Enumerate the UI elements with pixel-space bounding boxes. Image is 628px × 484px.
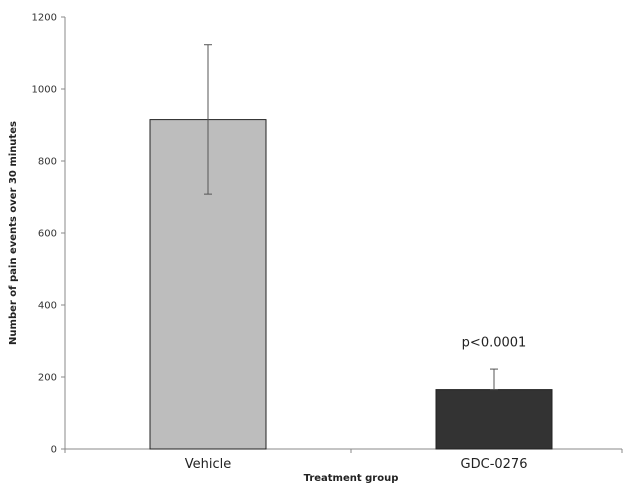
x-axis: Vehicle GDC-0276 (64, 448, 623, 472)
bar-gdc-0276 (435, 389, 553, 450)
y-tick-label: 800 (38, 157, 57, 168)
y-tick-label: 0 (51, 445, 57, 456)
y-axis-title: Number of pain events over 30 minutes (8, 121, 19, 345)
annotations: p<0.0001 (462, 335, 527, 350)
bars (149, 119, 553, 450)
x-tick-label: GDC-0276 (461, 457, 528, 472)
x-axis-title: Treatment group (304, 473, 399, 484)
x-tick-label: Vehicle (185, 457, 232, 472)
y-axis: 0 200 400 600 800 1000 1200 (32, 13, 66, 456)
y-tick-label: 1000 (32, 85, 57, 96)
y-tick-label: 200 (38, 373, 57, 384)
y-tick-label: 400 (38, 301, 57, 312)
y-tick-label: 600 (38, 229, 57, 240)
p-value-annotation: p<0.0001 (462, 335, 527, 350)
y-tick-label: 1200 (32, 13, 57, 24)
error-bars (204, 44, 498, 391)
